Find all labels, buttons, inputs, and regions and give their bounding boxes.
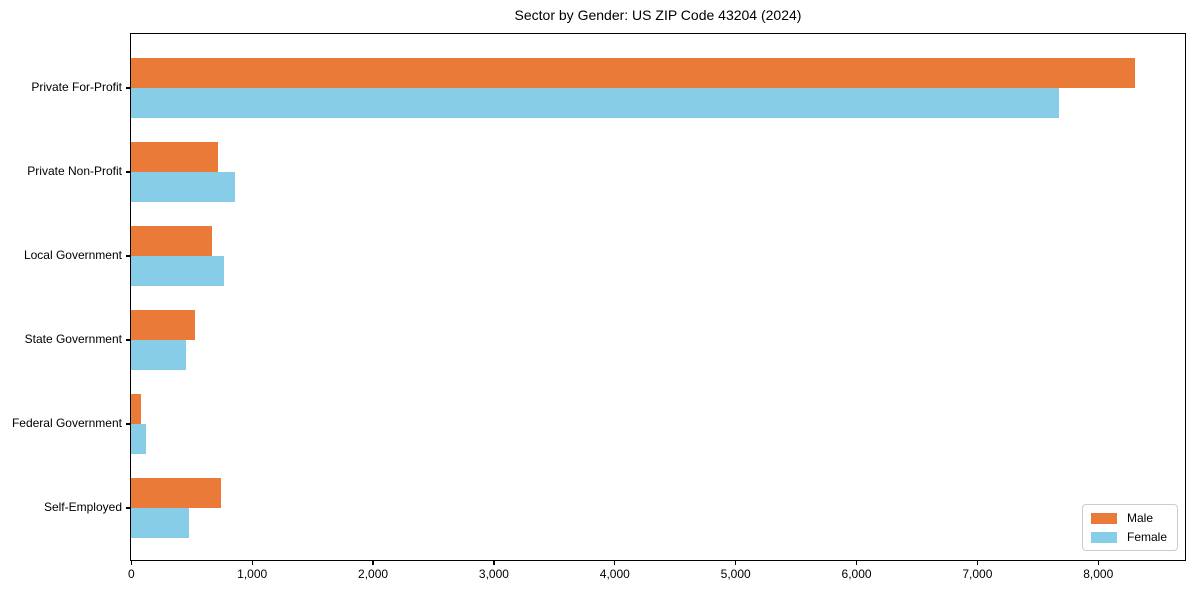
legend-label-male: Male [1126,511,1153,525]
y-tick-label-state-government: State Government [24,332,122,346]
x-tick-label-2: 2,000 [358,567,389,581]
legend-swatch-male [1090,512,1117,524]
y-tick-mark-state-government [126,339,130,341]
x-tick-label-4: 4,000 [599,567,630,581]
x-tick-mark-2 [372,561,374,565]
legend-entry-male: Male [1090,511,1167,525]
x-tick-mark-1 [251,561,253,565]
x-tick-mark-5 [735,561,737,565]
y-tick-mark-federal-government [126,423,130,425]
x-tick-label-7: 7,000 [962,567,993,581]
y-tick-label-self-employed: Self-Employed [43,500,122,514]
legend-entry-female: Female [1090,530,1167,544]
y-tick-mark-private-non-profit [126,171,130,173]
x-tick-mark-0 [130,561,132,565]
bar-male-private-non-profit [131,142,219,172]
y-tick-mark-private-for-profit [126,87,130,89]
legend-swatch-female [1090,531,1117,543]
x-tick-label-5: 5,000 [720,567,751,581]
x-tick-mark-8 [1097,561,1099,565]
bar-female-self-employed [131,508,189,538]
x-tick-label-0: 0 [127,567,135,581]
x-tick-label-8: 8,000 [1083,567,1114,581]
x-tick-label-6: 6,000 [841,567,872,581]
plot-area [130,33,1186,561]
bar-male-federal-government [131,394,141,424]
x-tick-mark-6 [855,561,858,565]
bar-female-private-non-profit [131,172,235,202]
x-tick-label-3: 3,000 [478,567,509,581]
y-tick-label-federal-government: Federal Government [11,416,122,430]
bar-female-private-for-profit [131,88,1059,118]
bar-female-state-government [131,340,187,370]
y-tick-label-private-non-profit: Private Non-Profit [27,164,122,178]
y-tick-label-private-for-profit: Private For-Profit [31,80,122,94]
chart-title: Sector by Gender: US ZIP Code 43204 (202… [514,7,802,23]
bar-female-federal-government [131,424,146,454]
x-tick-mark-4 [614,561,616,565]
y-tick-mark-local-government [126,255,130,257]
bar-female-local-government [131,256,224,286]
y-tick-mark-self-employed [126,507,130,509]
x-tick-mark-7 [976,561,979,565]
y-tick-label-local-government: Local Government [23,248,122,262]
bar-male-local-government [131,226,213,256]
x-tick-label-1: 1,000 [237,567,268,581]
x-tick-mark-3 [493,561,495,565]
bar-male-private-for-profit [131,58,1135,88]
bar-male-state-government [131,310,195,340]
legend: Male Female [1081,504,1178,551]
bar-male-self-employed [131,478,221,508]
legend-label-female: Female [1126,530,1167,544]
